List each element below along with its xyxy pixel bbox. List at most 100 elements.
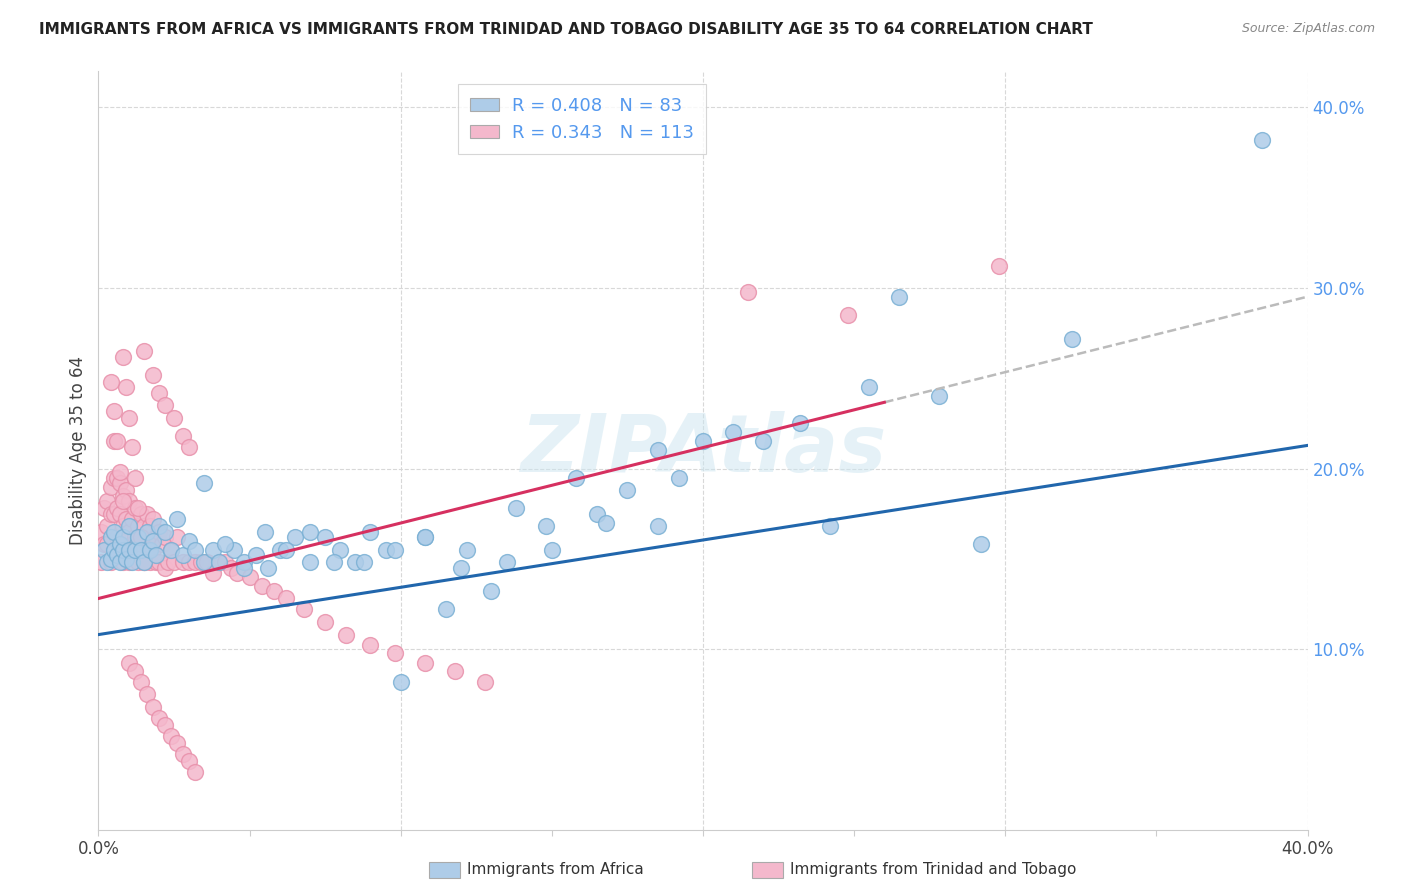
Point <box>121 555 143 569</box>
Point <box>692 434 714 449</box>
Point <box>737 285 759 299</box>
Point <box>153 398 176 412</box>
Point <box>148 385 170 400</box>
Point <box>565 470 588 484</box>
Point <box>111 350 134 364</box>
Point <box>124 501 146 516</box>
Point <box>214 537 236 551</box>
Point <box>135 537 157 551</box>
Point <box>105 434 128 449</box>
Point <box>166 530 188 544</box>
Point <box>100 530 122 544</box>
Point <box>96 537 118 551</box>
Point <box>100 507 122 521</box>
Point <box>160 542 183 557</box>
Point <box>90 555 112 569</box>
Point <box>586 507 609 521</box>
Point <box>105 530 128 544</box>
Point <box>245 548 267 562</box>
Point <box>132 519 155 533</box>
Point <box>108 465 131 479</box>
Point <box>118 542 141 557</box>
Point <box>111 519 134 533</box>
Point <box>1251 133 1274 147</box>
Point <box>114 551 136 566</box>
Point <box>135 687 157 701</box>
Point <box>889 290 911 304</box>
Point <box>124 542 146 557</box>
Point <box>163 555 186 569</box>
Point <box>132 344 155 359</box>
Point <box>153 561 176 575</box>
Point <box>121 512 143 526</box>
Point <box>132 555 155 569</box>
Point <box>256 561 278 575</box>
Point <box>172 555 194 569</box>
Point <box>142 512 165 526</box>
Point <box>100 555 122 569</box>
Point <box>323 555 346 569</box>
Point <box>114 380 136 394</box>
Point <box>314 530 336 544</box>
Point <box>360 639 382 653</box>
Point <box>93 537 115 551</box>
Point <box>184 764 207 779</box>
Point <box>100 479 122 493</box>
Point <box>595 516 617 530</box>
Point <box>444 664 467 678</box>
Point <box>299 555 322 569</box>
Point <box>100 375 122 389</box>
Point <box>263 584 285 599</box>
Point <box>156 555 179 569</box>
Point <box>111 494 134 508</box>
Point <box>129 542 152 557</box>
Point <box>129 537 152 551</box>
Point <box>108 537 131 551</box>
Point <box>202 566 225 581</box>
Point <box>166 512 188 526</box>
Point <box>142 542 165 557</box>
Point <box>616 483 638 498</box>
Point <box>166 736 188 750</box>
Point <box>145 555 167 569</box>
Point <box>214 555 236 569</box>
Point <box>103 524 125 539</box>
Point <box>274 591 297 606</box>
Point <box>142 368 165 382</box>
Point <box>148 519 170 533</box>
Point <box>299 524 322 539</box>
Point <box>540 542 562 557</box>
Point <box>360 524 382 539</box>
Point <box>114 483 136 498</box>
Point <box>250 579 273 593</box>
Point <box>129 674 152 689</box>
Point <box>335 627 357 641</box>
Point <box>105 548 128 562</box>
Point <box>150 537 173 551</box>
Text: Source: ZipAtlas.com: Source: ZipAtlas.com <box>1241 22 1375 36</box>
Point <box>837 308 859 322</box>
Point <box>344 555 367 569</box>
Point <box>103 434 125 449</box>
Point <box>450 561 472 575</box>
Point <box>329 542 352 557</box>
Point <box>195 555 218 569</box>
Point <box>456 542 478 557</box>
Point <box>103 542 125 557</box>
Point <box>105 501 128 516</box>
Point <box>193 555 215 569</box>
Point <box>96 494 118 508</box>
Point <box>93 542 115 557</box>
Legend: R = 0.408   N = 83, R = 0.343   N = 113: R = 0.408 N = 83, R = 0.343 N = 113 <box>458 84 706 154</box>
Point <box>118 657 141 671</box>
Point <box>179 754 201 768</box>
Point <box>179 533 201 548</box>
Text: Immigrants from Africa: Immigrants from Africa <box>467 863 644 877</box>
Point <box>1060 332 1083 346</box>
Point <box>413 530 436 544</box>
Point <box>90 524 112 539</box>
Point <box>269 542 291 557</box>
Y-axis label: Disability Age 35 to 64: Disability Age 35 to 64 <box>69 356 87 545</box>
Point <box>253 524 276 539</box>
Point <box>172 429 194 443</box>
